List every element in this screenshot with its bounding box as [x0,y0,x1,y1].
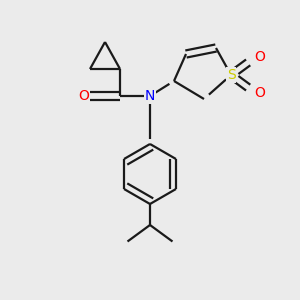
Text: O: O [254,50,265,64]
Text: O: O [78,89,89,103]
Text: O: O [254,86,265,100]
Text: S: S [226,68,236,82]
Text: N: N [145,89,155,103]
